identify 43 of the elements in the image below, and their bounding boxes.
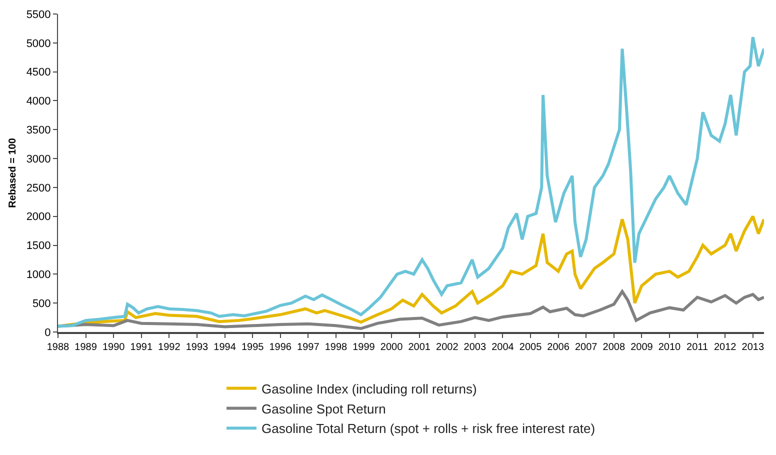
x-tick-label: 2013 [742,342,764,353]
x-tick-label: 1990 [102,342,126,353]
legend-label: Gasoline Spot Return [262,401,386,416]
x-tick-label: 1992 [158,342,181,353]
x-tick-label: 2002 [436,342,459,353]
x-tick-label: 1995 [241,342,264,353]
x-tick-label: 1994 [214,342,236,353]
y-tick-label: 2500 [26,182,51,194]
x-tick-label: 1989 [74,342,98,353]
y-tick-label: 0 [44,326,51,339]
x-tick-label: 2003 [464,342,486,353]
x-tick-label: 2007 [574,342,598,353]
legend-label: Gasoline Total Return (spot + rolls + risk free interest rate) [262,421,596,436]
y-tick-label: 4000 [26,96,51,108]
y-axis-title: Rebased = 100 [7,138,18,208]
y-tick-label: 2000 [26,211,51,224]
legend-label: Gasoline Index (including roll returns) [262,381,477,396]
x-tick-label: 1998 [324,342,348,353]
x-tick-label: 2010 [658,342,682,353]
x-tick-label: 2005 [519,342,542,353]
x-tick-label: 2012 [714,342,737,353]
y-tick-label: 1000 [26,269,51,282]
y-tick-label: 3500 [26,124,51,136]
x-tick-label: 1991 [130,342,153,353]
x-tick-label: 1999 [352,342,376,353]
x-tick-label: 2011 [686,342,708,353]
y-tick-label: 500 [32,298,51,310]
x-tick-label: 2004 [492,342,514,353]
x-tick-label: 2000 [380,342,404,353]
x-tick-label: 1993 [186,342,209,353]
y-tick-label: 3000 [26,153,51,166]
x-tick-label: 1997 [297,342,320,353]
x-tick-label: 2001 [408,342,431,353]
x-tick-label: 1988 [46,342,70,353]
x-tick-label: 2008 [602,342,626,353]
x-tick-label: 2009 [630,342,654,353]
line-series [58,36,764,328]
y-tick-label: 4500 [26,66,51,79]
y-tick-label: 5500 [26,8,51,21]
y-tick-label: 1500 [26,240,51,252]
y-tick-label: 5000 [26,38,51,50]
x-tick-label: 2006 [547,342,570,353]
x-tick-label: 1996 [269,342,292,353]
